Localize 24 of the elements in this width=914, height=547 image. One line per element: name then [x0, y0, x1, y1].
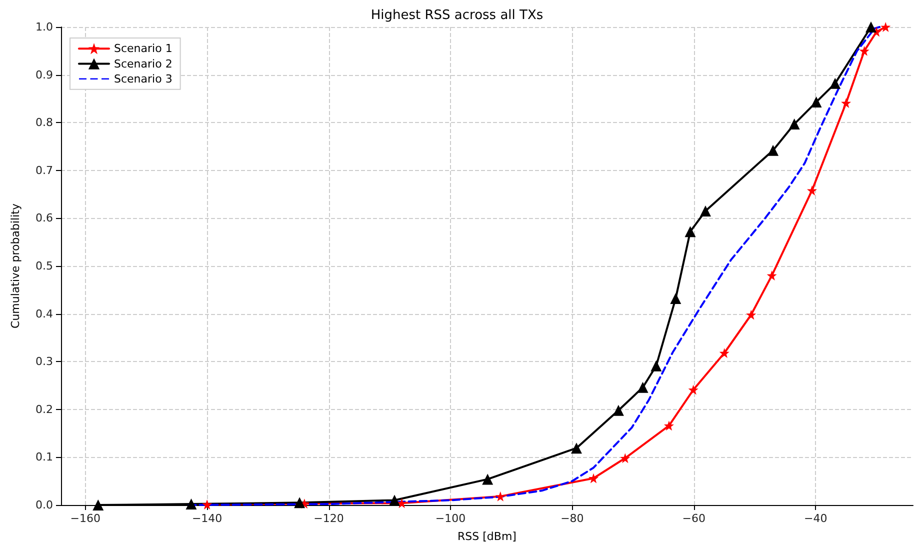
x-tick-label: −140 [192, 512, 222, 525]
y-axis-title: Cumulative probability [9, 203, 22, 328]
y-tick-label: 0.8 [36, 116, 53, 130]
legend-label: Scenario 2 [114, 57, 172, 70]
y-tick-label: 0.3 [36, 355, 53, 368]
x-tick-label: −120 [314, 512, 344, 525]
x-tick-label: −80 [560, 512, 584, 525]
x-tick-label: −160 [70, 512, 100, 525]
x-axis-title: RSS [dBm] [458, 530, 516, 543]
y-tick-label: 0.2 [36, 402, 53, 416]
y-tick-label: 0.4 [36, 307, 53, 320]
y-tick-label: 0.7 [36, 164, 53, 177]
x-tick-label: −100 [435, 512, 466, 525]
y-tick-label: 1.0 [36, 20, 53, 34]
legend-label: Scenario 3 [114, 72, 172, 86]
y-tick-label: 0.5 [36, 260, 53, 272]
x-tick-label: −60 [682, 512, 706, 525]
y-tick-label: 0.9 [36, 68, 53, 82]
y-tick-label: 0.1 [36, 450, 53, 464]
y-tick-label: 0.6 [36, 212, 53, 225]
chart-title: Highest RSS across all TXs [370, 8, 544, 23]
legend-label: Scenario 1 [114, 42, 172, 56]
x-tick-label: −40 [804, 512, 828, 525]
y-tick-label: 0.0 [36, 498, 53, 512]
